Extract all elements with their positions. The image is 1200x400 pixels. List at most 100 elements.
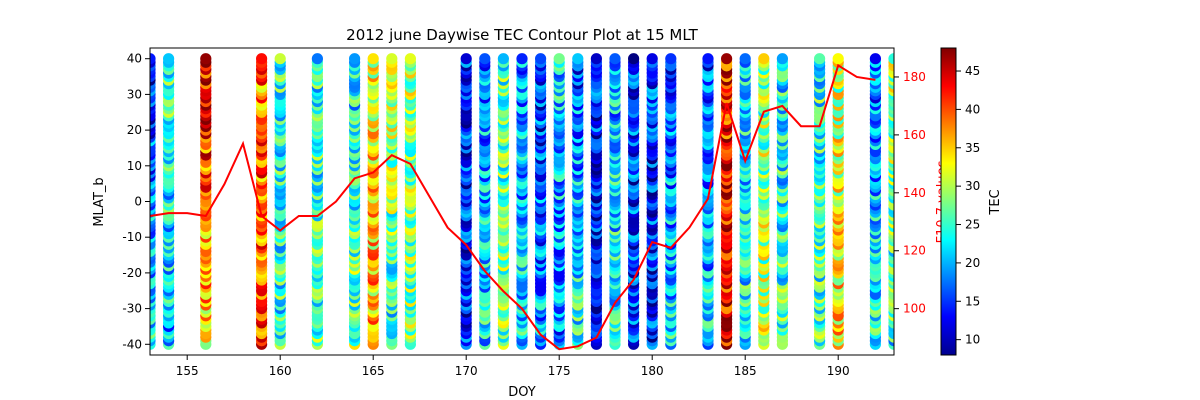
tec-point <box>869 53 882 65</box>
colorbar-tick-label: 40 <box>965 102 980 116</box>
tec-point <box>516 53 528 65</box>
tec-point <box>479 53 491 65</box>
tec-day-column <box>274 53 286 350</box>
tec-day-column <box>479 53 491 350</box>
tec-day-column <box>739 53 751 350</box>
tec-day-column <box>460 53 472 350</box>
tec-point <box>832 53 844 65</box>
tec-day-column <box>721 53 733 350</box>
tec-point <box>274 53 286 65</box>
y2-tick-label: 160 <box>903 128 926 142</box>
tec-point <box>702 53 714 65</box>
colorbar-tick-label: 30 <box>965 179 980 193</box>
colorbar-label: TEC <box>988 189 1003 215</box>
x-tick-label: 185 <box>734 364 757 378</box>
f107-line-layer <box>150 63 876 351</box>
x-axis-ticks: 155 160 165 170 175 180 185 190 <box>176 355 850 378</box>
tec-point <box>609 53 621 65</box>
x-tick-label: 160 <box>269 364 292 378</box>
tec-day-column <box>609 53 621 350</box>
y-tick-label: 30 <box>127 87 142 101</box>
tec-day-column <box>163 53 175 350</box>
tec-day-column <box>404 53 416 350</box>
tec-day-column <box>386 53 398 350</box>
tec-point <box>721 53 733 65</box>
tec-point <box>311 53 323 65</box>
y-tick-label: -20 <box>122 266 142 280</box>
tec-day-column <box>776 53 789 350</box>
tec-point <box>200 53 212 65</box>
tec-point <box>150 53 156 65</box>
tec-day-column <box>758 53 770 350</box>
tec-day-column <box>572 53 584 350</box>
tec-day-column <box>497 53 509 350</box>
x-axis-label: DOY <box>508 385 536 400</box>
y-tick-label: 0 <box>134 195 142 209</box>
tec-day-column <box>311 53 323 350</box>
tec-point <box>758 53 770 65</box>
y2-tick-label: 120 <box>903 244 926 258</box>
tec-day-column <box>702 53 714 350</box>
y-tick-label: 10 <box>127 159 142 173</box>
colorbar-tick-label: 45 <box>965 64 980 78</box>
tec-day-column <box>516 53 528 350</box>
x-tick-label: 180 <box>641 364 664 378</box>
y-axis-label: MLAT_b <box>92 177 107 226</box>
x-tick-label: 155 <box>176 364 199 378</box>
y2-tick-label: 100 <box>903 302 926 316</box>
y-tick-label: 40 <box>127 52 142 66</box>
colorbar-tick-label: 20 <box>965 256 980 270</box>
x-tick-label: 175 <box>548 364 571 378</box>
y2-axis-ticks: 100 120 140 160 180 <box>894 70 926 316</box>
x-tick-label: 190 <box>827 364 850 378</box>
tec-point <box>386 53 398 65</box>
tec-day-column <box>646 53 658 350</box>
tec-point <box>888 53 894 65</box>
f107-line <box>150 63 876 351</box>
tec-point <box>349 53 361 65</box>
tec-day-column <box>628 53 640 350</box>
tec-point <box>553 53 565 65</box>
tec-point <box>814 53 826 65</box>
tec-day-column <box>590 53 603 350</box>
chart-title: 2012 june Daywise TEC Contour Plot at 15… <box>346 26 698 44</box>
tec-point <box>590 53 603 65</box>
tec-point <box>646 53 658 65</box>
colorbar-tick-label: 15 <box>965 294 980 308</box>
x-tick-label: 165 <box>362 364 385 378</box>
tec-point <box>572 53 584 65</box>
tec-point <box>404 53 416 65</box>
tec-day-column <box>256 53 268 350</box>
colorbar-ticks: 10 15 20 25 30 35 40 45 <box>956 64 980 347</box>
tec-day-column <box>349 53 361 350</box>
y-tick-label: -40 <box>122 337 142 351</box>
y-tick-label: 20 <box>127 123 142 137</box>
tec-point <box>628 53 640 65</box>
tec-day-column <box>535 53 547 350</box>
tec-point <box>256 53 268 65</box>
tec-point <box>665 53 677 65</box>
colorbar-tick-label: 25 <box>965 218 980 232</box>
tec-day-column <box>665 53 677 350</box>
tec-day-column <box>814 53 826 350</box>
tec-point <box>535 53 547 65</box>
tec-point <box>739 53 751 65</box>
tec-day-column <box>888 53 894 350</box>
y2-tick-label: 140 <box>903 186 926 200</box>
tec-day-column <box>367 53 379 350</box>
tec-point <box>497 53 509 65</box>
tec-day-column <box>200 53 212 350</box>
y2-tick-label: 180 <box>903 70 926 84</box>
y-tick-label: -30 <box>122 302 142 316</box>
y-tick-label: -10 <box>122 230 142 244</box>
tec-point <box>163 53 175 65</box>
tec-point <box>460 53 472 65</box>
tec-day-column <box>553 53 565 350</box>
tec-scatter-layer <box>150 53 894 350</box>
tec-day-column <box>832 53 844 350</box>
colorbar-tick-label: 10 <box>965 333 980 347</box>
tec-day-column <box>869 53 882 350</box>
tec-point <box>367 53 379 65</box>
x-tick-label: 170 <box>455 364 478 378</box>
